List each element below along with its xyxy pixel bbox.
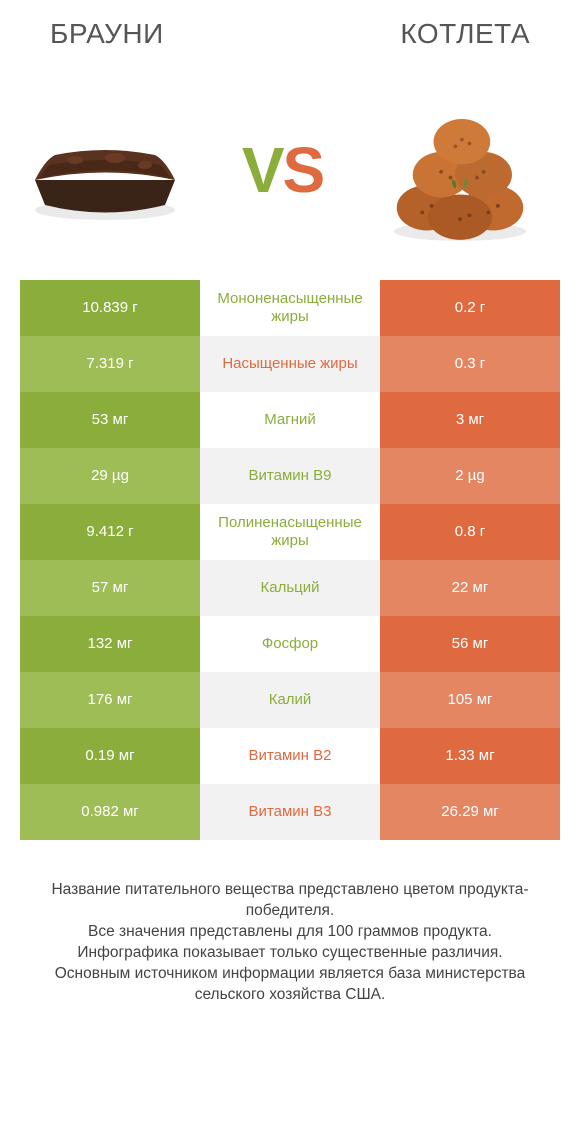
value-left: 7.319 г [20,336,200,392]
cutlet-illustration [370,90,550,250]
table-row: 0.19 мгВитамин B21.33 мг [20,728,560,784]
nutrient-label: Витамин B3 [200,784,380,840]
table-row: 10.839 гМононенасыщенные жиры0.2 г [20,280,560,336]
value-left: 29 µg [20,448,200,504]
value-right: 1.33 мг [380,728,560,784]
value-right: 3 мг [380,392,560,448]
value-right: 56 мг [380,616,560,672]
footer-notes: Название питательного вещества представл… [0,840,580,1006]
brownie-illustration [15,90,195,250]
nutrient-label: Витамин B9 [200,448,380,504]
comparison-table: 10.839 гМононенасыщенные жиры0.2 г7.319 … [20,280,560,840]
vs-label: VS [242,133,323,207]
table-row: 132 мгФосфор56 мг [20,616,560,672]
value-left: 0.982 мг [20,784,200,840]
value-right: 0.8 г [380,504,560,560]
table-row: 53 мгМагний3 мг [20,392,560,448]
value-right: 22 мг [380,560,560,616]
value-right: 0.3 г [380,336,560,392]
value-left: 0.19 мг [20,728,200,784]
vs-s: S [283,134,324,206]
value-right: 105 мг [380,672,560,728]
table-row: 0.982 мгВитамин B326.29 мг [20,784,560,840]
nutrient-label: Полиненасыщенные жиры [200,504,380,560]
vs-v: V [242,134,283,206]
title-left: БРАУНИ [50,18,164,50]
footer-line: Название питательного вещества представл… [20,880,560,922]
nutrient-label: Калий [200,672,380,728]
table-row: 9.412 гПолиненасыщенные жиры0.8 г [20,504,560,560]
nutrient-label: Витамин B2 [200,728,380,784]
footer-line: Основным источником информации является … [20,964,560,1006]
title-right: КОТЛЕТА [400,18,530,50]
header: БРАУНИ КОТЛЕТА [0,0,580,60]
nutrient-label: Насыщенные жиры [200,336,380,392]
value-left: 132 мг [20,616,200,672]
footer-line: Все значения представлены для 100 граммо… [20,922,560,943]
nutrient-label: Фосфор [200,616,380,672]
value-left: 53 мг [20,392,200,448]
table-row: 176 мгКалий105 мг [20,672,560,728]
nutrient-label: Кальций [200,560,380,616]
value-right: 0.2 г [380,280,560,336]
value-right: 2 µg [380,448,560,504]
footer-line: Инфографика показывает только существенн… [20,943,560,964]
nutrient-label: Мононенасыщенные жиры [200,280,380,336]
table-row: 29 µgВитамин B92 µg [20,448,560,504]
value-left: 57 мг [20,560,200,616]
nutrient-label: Магний [200,392,380,448]
table-row: 7.319 гНасыщенные жиры0.3 г [20,336,560,392]
value-right: 26.29 мг [380,784,560,840]
value-left: 9.412 г [20,504,200,560]
value-left: 10.839 г [20,280,200,336]
value-left: 176 мг [20,672,200,728]
hero-row: VS [0,60,580,280]
table-row: 57 мгКальций22 мг [20,560,560,616]
